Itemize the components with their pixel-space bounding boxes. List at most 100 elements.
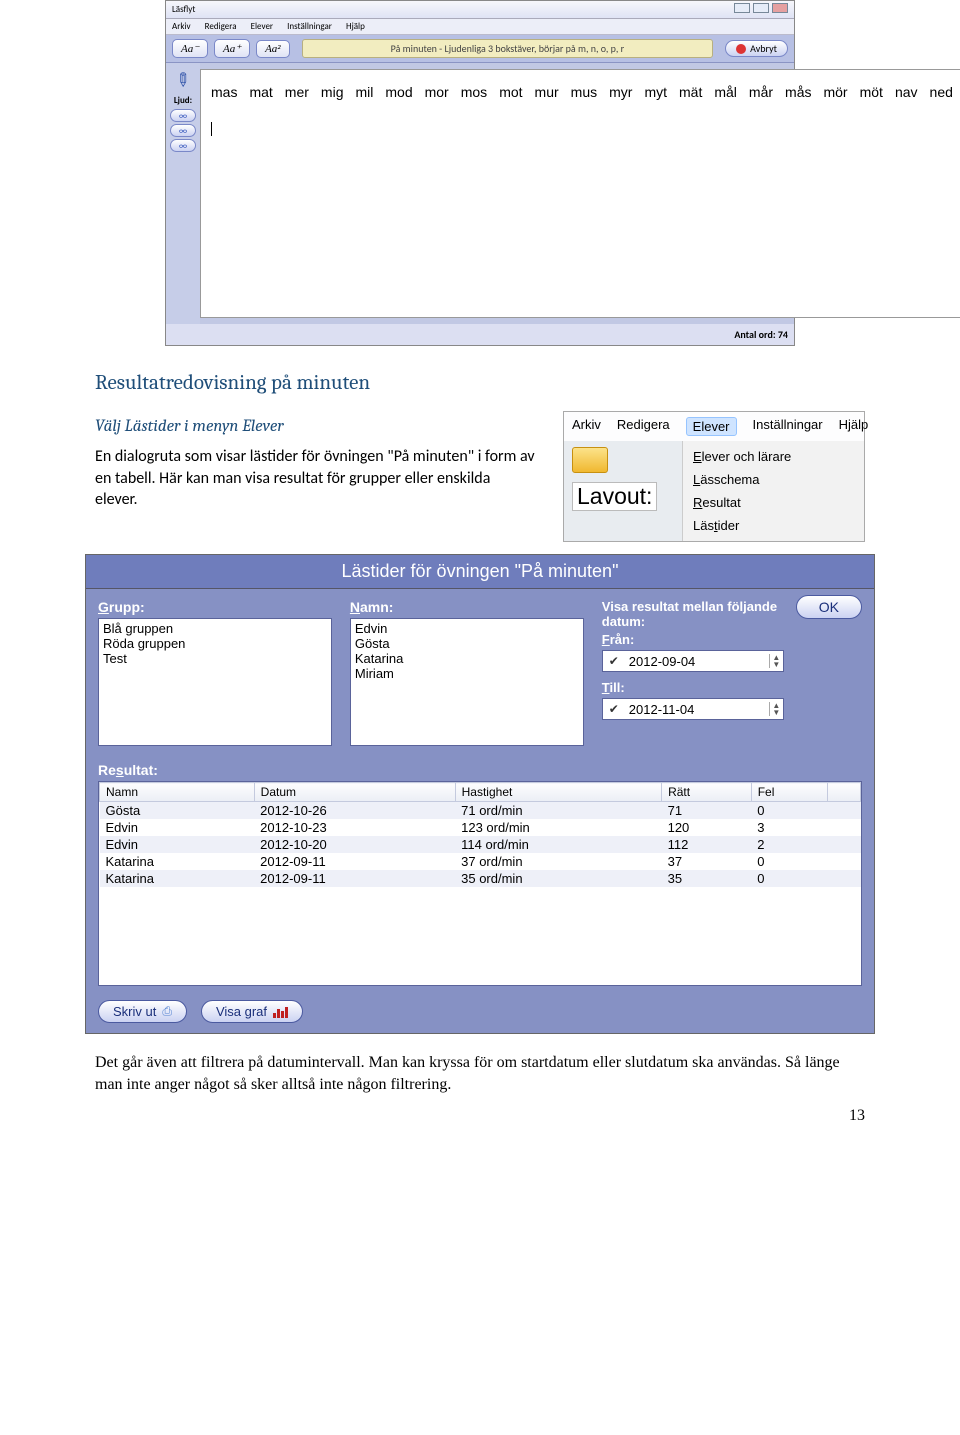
namn-listbox[interactable]: EdvinGöstaKatarinaMiriam <box>350 618 584 746</box>
column-header[interactable] <box>827 783 860 802</box>
sound-label: Ljud: <box>170 95 196 106</box>
column-header[interactable]: Datum <box>254 783 455 802</box>
word: mur <box>535 84 559 100</box>
grupp-label: Grupp: <box>98 599 332 615</box>
close-icon[interactable] <box>772 3 788 13</box>
font-larger-button[interactable]: Aa⁺ <box>214 39 250 58</box>
word: mus <box>571 84 597 100</box>
menu-item[interactable]: Redigera <box>205 21 237 32</box>
column-header[interactable]: Namn <box>100 783 255 802</box>
dropdown-item[interactable]: Resultat <box>689 491 858 514</box>
word: mas <box>211 84 237 100</box>
folder-icon[interactable] <box>572 447 608 473</box>
menu-item[interactable]: Arkiv <box>172 21 191 32</box>
word: mer <box>285 84 309 100</box>
table-row[interactable]: Katarina2012-09-1137 ord/min370 <box>100 853 861 870</box>
word: ned <box>930 84 953 100</box>
word: mig <box>321 84 344 100</box>
word: mos <box>461 84 487 100</box>
menu-item[interactable]: Hjälp <box>839 417 869 436</box>
column-header[interactable]: Hastighet <box>455 783 661 802</box>
word: mil <box>355 84 373 100</box>
dropdown-item[interactable]: Elever och lärare <box>689 445 858 468</box>
page-number: 13 <box>0 1107 960 1145</box>
table-row[interactable]: Katarina2012-09-1135 ord/min350 <box>100 870 861 887</box>
menu-item[interactable]: Arkiv <box>572 417 601 436</box>
font-style-button[interactable]: Aa² <box>256 40 290 58</box>
spinner-icon[interactable]: ▲▼ <box>769 702 783 716</box>
sound-button[interactable]: ∞ <box>170 139 196 152</box>
word: mör <box>823 84 847 100</box>
graph-button[interactable]: Visa graf <box>201 1000 303 1023</box>
menu-item[interactable]: Inställningar <box>753 417 823 436</box>
heading-3: Välj Lästider i menyn Elever <box>95 417 535 436</box>
word: möt <box>860 84 883 100</box>
column-header[interactable]: Fel <box>751 783 827 802</box>
date-header: Visa resultat mellan följande datum: <box>602 599 784 629</box>
list-item[interactable]: Test <box>103 651 327 666</box>
to-label: Till: <box>602 680 784 695</box>
grupp-listbox[interactable]: Blå gruppenRöda gruppenTest <box>98 618 332 746</box>
dropdown-item[interactable]: Lästider <box>689 514 858 537</box>
menu-bar: ArkivRedigeraEleverInställningarHjälp <box>564 412 864 441</box>
sound-panel: ✎ Ljud: ∞ ∞ ∞ <box>166 63 200 324</box>
ok-button[interactable]: OK <box>796 595 862 619</box>
sound-button[interactable]: ∞ <box>170 109 196 122</box>
namn-label: Namn: <box>350 599 584 615</box>
menu-item[interactable]: Inställningar <box>287 21 332 32</box>
word: mät <box>679 84 702 100</box>
list-item[interactable]: Edvin <box>355 621 579 636</box>
print-button[interactable]: Skriv ut ⎙ <box>98 1000 187 1023</box>
paragraph: Det går även att filtrera på datuminterv… <box>95 1052 865 1095</box>
word: mot <box>499 84 522 100</box>
list-item[interactable]: Blå gruppen <box>103 621 327 636</box>
from-checkbox[interactable]: ✔ <box>603 654 625 668</box>
word: mat <box>249 84 272 100</box>
word: mor <box>425 84 449 100</box>
word: myr <box>609 84 632 100</box>
cancel-button[interactable]: Avbryt <box>725 40 788 57</box>
toolbar-stub: Lavout: <box>564 441 682 541</box>
column-header[interactable]: Rätt <box>662 783 752 802</box>
menu-item[interactable]: Elever <box>251 21 274 32</box>
layout-label: Lavout: <box>572 482 657 511</box>
word: nav <box>895 84 918 100</box>
list-item[interactable]: Gösta <box>355 636 579 651</box>
sound-button[interactable]: ∞ <box>170 124 196 137</box>
minimize-icon[interactable] <box>734 3 750 13</box>
word-count: Antal ord: 74 <box>166 324 794 345</box>
list-item[interactable]: Röda gruppen <box>103 636 327 651</box>
printer-icon: ⎙ <box>162 1004 172 1019</box>
word: mål <box>714 84 737 100</box>
result-label: Resultat: <box>98 762 874 778</box>
pen-icon: ✎ <box>170 67 196 93</box>
word-pane: masmatmermigmilmodmormosmotmurmusmyrmytm… <box>200 69 960 318</box>
table-row[interactable]: Gösta2012-10-2671 ord/min710 <box>100 802 861 820</box>
list-item[interactable]: Miriam <box>355 666 579 681</box>
window-titlebar: Läsflyt <box>166 1 794 19</box>
word: mås <box>785 84 811 100</box>
table-row[interactable]: Edvin2012-10-20114 ord/min1122 <box>100 836 861 853</box>
dropdown-menu: Elever och lärareLässchemaResultatLästid… <box>682 441 864 541</box>
heading-2: Resultatredovisning på minuten <box>95 371 865 395</box>
lasflyt-window: Läsflyt Arkiv Redigera Elever Inställnin… <box>165 0 795 346</box>
dialog-title: Lästider för övningen "På minuten" <box>86 555 874 589</box>
app-menubar: Arkiv Redigera Elever Inställningar Hjäl… <box>166 19 794 35</box>
to-checkbox[interactable]: ✔ <box>603 702 625 716</box>
lastider-dialog: Lästider för övningen "På minuten" OK Gr… <box>85 554 875 1034</box>
word: mod <box>385 84 412 100</box>
menu-item[interactable]: Elever <box>686 417 737 436</box>
from-datepicker[interactable]: ✔ 2012-09-04 ▲▼ <box>602 650 784 672</box>
dropdown-item[interactable]: Lässchema <box>689 468 858 491</box>
menu-item[interactable]: Hjälp <box>346 21 365 32</box>
paragraph: En dialogruta som visar lästider för övn… <box>95 446 535 511</box>
word: myt <box>644 84 667 100</box>
font-smaller-button[interactable]: Aa⁻ <box>172 39 208 58</box>
spinner-icon[interactable]: ▲▼ <box>769 654 783 668</box>
maximize-icon[interactable] <box>753 3 769 13</box>
table-row[interactable]: Edvin2012-10-23123 ord/min1203 <box>100 819 861 836</box>
list-item[interactable]: Katarina <box>355 651 579 666</box>
menu-item[interactable]: Redigera <box>617 417 670 436</box>
to-datepicker[interactable]: ✔ 2012-11-04 ▲▼ <box>602 698 784 720</box>
result-table: NamnDatumHastighetRättFel Gösta2012-10-2… <box>98 781 862 986</box>
